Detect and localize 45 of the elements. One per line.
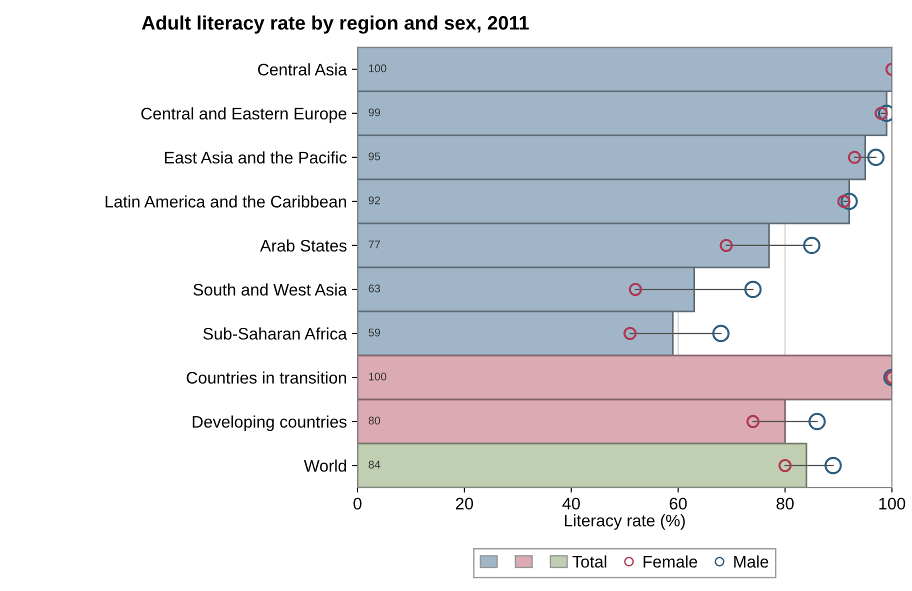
point: [803, 236, 820, 254]
chart-title: Adult literacy rate by region and sex, 2011: [142, 15, 529, 34]
x-axis-title: Literacy rate (%): [564, 514, 685, 530]
y-tick-label: Central Asia: [258, 63, 348, 76]
y-tick-label: Developing countries: [192, 415, 346, 432]
x-tick-label: 0: [354, 498, 362, 510]
x-tick-label: 100: [879, 498, 906, 510]
point: [824, 456, 842, 474]
data-label: 95: [368, 152, 380, 160]
data-label: 80: [368, 416, 380, 425]
legend-label: Male: [734, 555, 768, 568]
point: [744, 280, 762, 298]
y-tick-label: Countries in transition: [186, 371, 346, 384]
point: [623, 326, 637, 340]
data-label: 99: [368, 108, 380, 116]
point: [712, 324, 730, 342]
point: [848, 150, 862, 164]
data-label: 63: [368, 284, 380, 292]
data-label: 59: [368, 328, 380, 336]
y-tick-label: Central and Eastern Europe: [141, 107, 346, 123]
y-tick-label: Latin America and the Caribbean: [106, 195, 346, 208]
data-label: 92: [368, 196, 380, 204]
x-tick-label: 80: [776, 498, 794, 510]
y-tick-label: Sub-Saharan Africa: [203, 327, 348, 340]
x-tick-label: 20: [456, 498, 474, 510]
data-label: 84: [368, 460, 380, 469]
point: [867, 148, 885, 166]
data-label: 100: [369, 64, 386, 72]
x-tick-label: 60: [670, 498, 687, 510]
point: [840, 192, 858, 210]
data-label: 77: [368, 240, 380, 248]
legend-label: Total: [572, 555, 606, 568]
y-tick-label: East Asia and the Pacific: [165, 151, 347, 164]
data-label: 100: [369, 372, 386, 380]
point: [720, 238, 733, 252]
x-tick-label: 40: [562, 498, 580, 510]
point: [628, 282, 642, 296]
point: [746, 414, 760, 428]
y-tick-label: South and West Asia: [193, 283, 348, 296]
y-tick-label: World: [304, 460, 346, 472]
y-tick-label: Arab States: [260, 239, 346, 252]
bar: [358, 442, 808, 488]
point: [808, 412, 826, 430]
point: [778, 458, 792, 472]
legend-label: Female: [644, 555, 698, 568]
